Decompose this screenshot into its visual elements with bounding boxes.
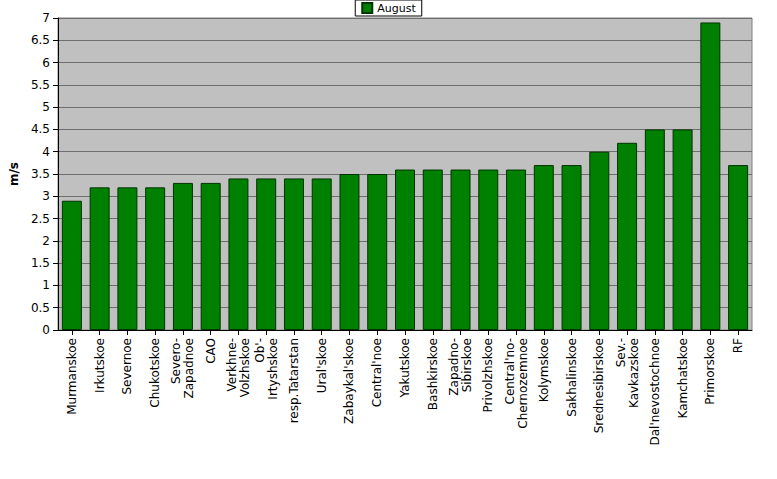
svg-text:3: 3 — [42, 189, 50, 203]
svg-text:August: August — [377, 2, 416, 15]
svg-text:3.5: 3.5 — [31, 167, 50, 181]
svg-text:Severnoe: Severnoe — [120, 338, 134, 395]
svg-text:Privolzhskoe: Privolzhskoe — [481, 338, 495, 412]
svg-text:Central'noe: Central'noe — [370, 338, 384, 407]
svg-text:Srednesibirskoe: Srednesibirskoe — [592, 338, 606, 433]
svg-text:Verkhne-: Verkhne- — [225, 338, 239, 391]
svg-text:Ural'skoe: Ural'skoe — [315, 338, 329, 393]
svg-text:m/s: m/s — [7, 162, 21, 186]
svg-text:Primorskoe: Primorskoe — [703, 338, 717, 405]
svg-text:resp.Tatarstan: resp.Tatarstan — [287, 338, 301, 423]
svg-text:0: 0 — [42, 323, 50, 337]
svg-text:Volzhskoe: Volzhskoe — [238, 338, 252, 397]
svg-text:Irtyshskoe: Irtyshskoe — [266, 338, 280, 400]
svg-text:5.5: 5.5 — [31, 78, 50, 92]
svg-text:Central'no-: Central'no- — [503, 338, 517, 405]
svg-text:4.5: 4.5 — [31, 122, 50, 136]
svg-text:Chernozemnoe: Chernozemnoe — [516, 338, 530, 429]
svg-text:1: 1 — [42, 278, 50, 292]
svg-text:6: 6 — [42, 56, 50, 70]
svg-text:Kolymskoe: Kolymskoe — [537, 338, 551, 402]
svg-text:1.5: 1.5 — [31, 256, 50, 270]
svg-text:4: 4 — [42, 145, 50, 159]
svg-text:Sibirskoe: Sibirskoe — [460, 338, 474, 392]
svg-text:Kamchatskoe: Kamchatskoe — [676, 338, 690, 418]
svg-text:Zapadnoe: Zapadnoe — [182, 338, 196, 399]
svg-text:Irkutskoe: Irkutskoe — [93, 338, 107, 393]
svg-text:Severo-: Severo- — [169, 338, 183, 384]
svg-text:2.5: 2.5 — [31, 212, 50, 226]
svg-text:Kavkazskoe: Kavkazskoe — [627, 338, 641, 408]
svg-text:Yakutskoe: Yakutskoe — [398, 338, 412, 398]
svg-text:Bashkirskoe: Bashkirskoe — [426, 338, 440, 410]
svg-text:Sev.-: Sev.- — [614, 338, 628, 367]
svg-text:0.5: 0.5 — [31, 301, 50, 315]
svg-text:5: 5 — [42, 100, 50, 114]
svg-text:Zapadno-: Zapadno- — [447, 338, 461, 396]
svg-text:Zabaykal'skoe: Zabaykal'skoe — [342, 338, 356, 424]
svg-text:Murmanskoe: Murmanskoe — [65, 338, 79, 415]
svg-text:CAO: CAO — [204, 338, 218, 364]
svg-text:6.5: 6.5 — [31, 33, 50, 47]
svg-text:Dal'nevostochnoe: Dal'nevostochnoe — [648, 338, 662, 446]
svg-text:Chukotskoe: Chukotskoe — [148, 338, 162, 408]
svg-text:RF: RF — [731, 338, 745, 353]
svg-text:2: 2 — [42, 234, 50, 248]
svg-text:7: 7 — [42, 11, 50, 25]
svg-text:Ob'-: Ob'- — [253, 338, 267, 363]
svg-text:Sakhalinskoe: Sakhalinskoe — [565, 338, 579, 417]
